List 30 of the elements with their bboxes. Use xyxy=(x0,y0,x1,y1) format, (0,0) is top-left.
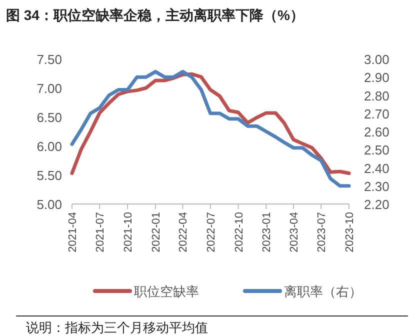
x-tick-label: 2023-07 xyxy=(316,212,328,252)
y2-tick-label: 2.40 xyxy=(364,160,390,176)
y-tick-label: 5.00 xyxy=(36,197,62,212)
text: 说明：指标为三个月移动平均值 xyxy=(26,320,208,335)
legend-label: 离职率（右） xyxy=(284,284,362,299)
y2-tick-label: 2.20 xyxy=(364,197,390,212)
y-tick-label: 5.50 xyxy=(36,168,62,183)
y-tick-label: 6.50 xyxy=(36,110,62,125)
x-tick-label: 2022-10 xyxy=(233,212,246,252)
y-tick-label: 6.00 xyxy=(36,139,62,154)
x-tick-label: 2023-01 xyxy=(261,212,274,252)
x-tick-label: 2021-07 xyxy=(94,212,107,252)
y2-tick-label: 2.30 xyxy=(364,178,390,194)
x-tick-label: 2023-04 xyxy=(288,212,300,252)
x-tick-label: 2022-04 xyxy=(178,212,190,252)
y-tick-label: 7.00 xyxy=(36,81,62,96)
x-tick-label: 2021-10 xyxy=(122,212,135,252)
x-tick-label: 2022-07 xyxy=(205,212,218,252)
x-tick-label: 2023-10 xyxy=(344,212,356,252)
y2-tick-label: 2.90 xyxy=(364,70,390,86)
legend-label: 职位空缺率 xyxy=(134,284,199,299)
y2-tick-label: 2.80 xyxy=(364,88,390,104)
y-tick-label: 7.50 xyxy=(36,52,62,67)
x-tick-label: 2021-04 xyxy=(67,212,79,252)
y2-tick-label: 2.60 xyxy=(364,124,390,140)
x-tick-label: 2022-01 xyxy=(150,212,162,252)
y2-tick-label: 2.50 xyxy=(364,142,390,158)
y2-tick-label: 3.00 xyxy=(364,52,390,67)
y2-tick-label: 2.70 xyxy=(364,106,390,122)
chart-title: 图 34：职位空缺率企稳，主动离职率下降（%） xyxy=(6,7,304,23)
